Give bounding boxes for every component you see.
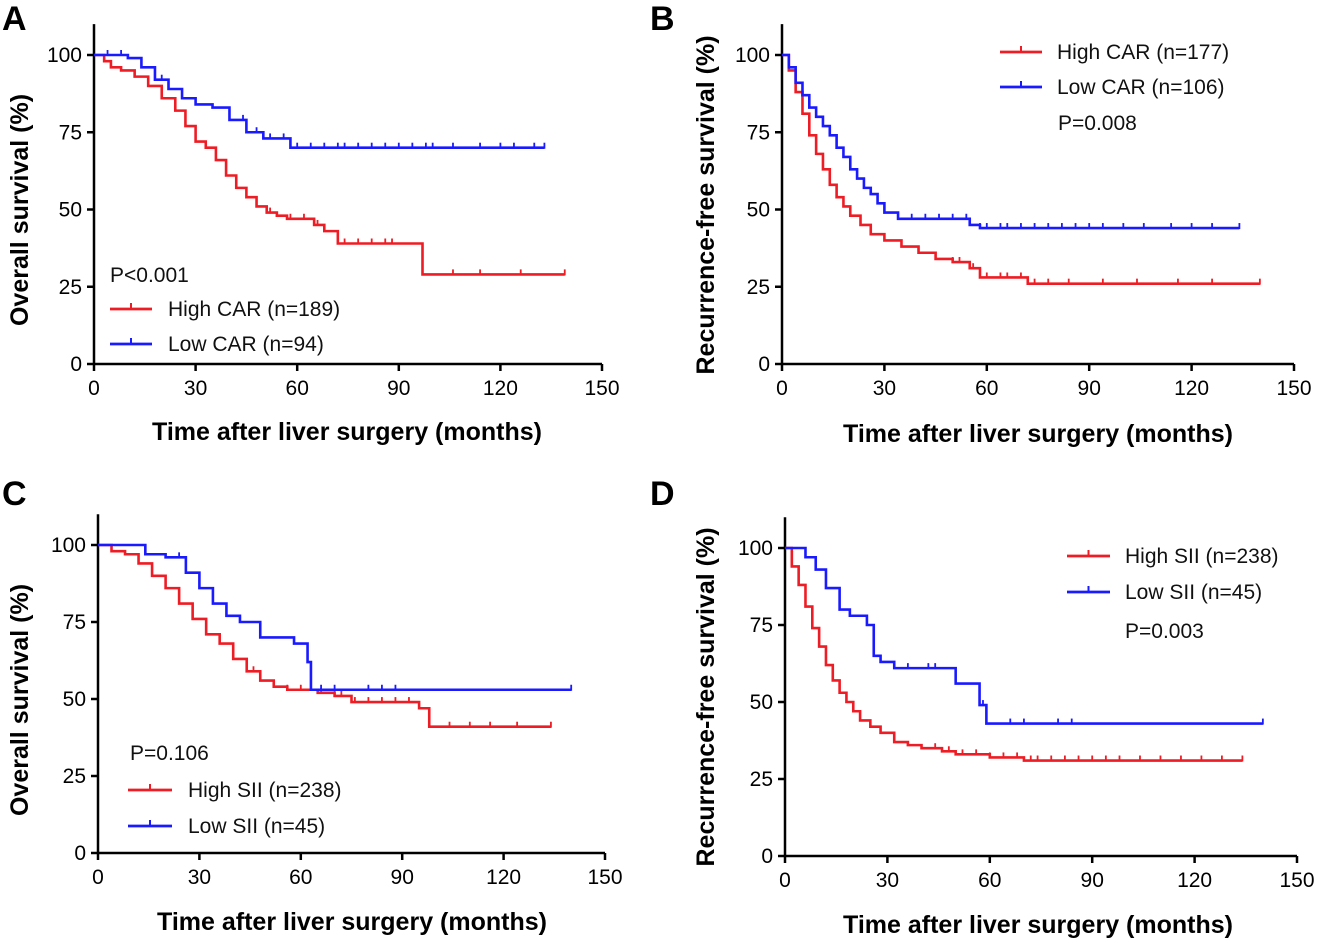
panel-b: B Recurrence-free survival (%) Time afte… bbox=[650, 0, 1312, 448]
panel-d: D Recurrence-free survival (%) Time afte… bbox=[650, 475, 1315, 939]
p-value-c: P=0.106 bbox=[130, 742, 209, 765]
y-axis-title-b: Recurrence-free survival (%) bbox=[692, 35, 720, 374]
survival-curve-high-b bbox=[782, 53, 1260, 285]
y-tick-label-c: 50 bbox=[63, 688, 86, 711]
x-tick-label-c: 120 bbox=[486, 866, 521, 889]
y-tick-label-b: 0 bbox=[758, 353, 770, 376]
y-tick-label-a: 50 bbox=[59, 199, 82, 222]
y-tick-label-a: 0 bbox=[70, 353, 82, 376]
y-tick-label-c: 75 bbox=[63, 611, 86, 634]
survival-curve-high-a bbox=[94, 53, 565, 276]
legend-label-low-b: Low CAR (n=106) bbox=[1057, 76, 1225, 99]
y-tick-label-b: 50 bbox=[747, 199, 770, 222]
survival-curve-low-d bbox=[785, 546, 1263, 725]
y-tick-label-b: 100 bbox=[735, 44, 770, 67]
panel-letter-a: A bbox=[2, 0, 27, 38]
survival-curve-high-d bbox=[785, 546, 1243, 762]
legend-label-high-c: High SII (n=238) bbox=[188, 779, 342, 802]
y-axis-title-a: Overall survival (%) bbox=[6, 94, 34, 326]
x-tick-label-b: 150 bbox=[1276, 377, 1311, 400]
legend-label-low-a: Low CAR (n=94) bbox=[168, 333, 324, 356]
x-tick-label-a: 0 bbox=[88, 377, 100, 400]
x-tick-label-a: 120 bbox=[483, 377, 518, 400]
x-tick-label-d: 60 bbox=[978, 869, 1001, 892]
x-tick-label-a: 150 bbox=[584, 377, 619, 400]
y-tick-label-d: 0 bbox=[761, 845, 773, 868]
legend-label-low-c: Low SII (n=45) bbox=[188, 815, 325, 838]
x-tick-label-b: 30 bbox=[873, 377, 896, 400]
legend-label-high-a: High CAR (n=189) bbox=[168, 298, 340, 321]
x-tick-label-d: 120 bbox=[1177, 869, 1212, 892]
y-tick-label-d: 75 bbox=[750, 614, 773, 637]
y-tick-label-a: 25 bbox=[59, 276, 82, 299]
y-tick-label-d: 50 bbox=[750, 691, 773, 714]
x-tick-label-a: 30 bbox=[184, 377, 207, 400]
y-tick-label-a: 75 bbox=[59, 121, 82, 144]
x-tick-label-d: 150 bbox=[1279, 869, 1314, 892]
x-tick-label-a: 90 bbox=[387, 377, 410, 400]
x-tick-label-c: 30 bbox=[188, 866, 211, 889]
x-tick-label-b: 60 bbox=[975, 377, 998, 400]
y-tick-label-c: 0 bbox=[74, 842, 86, 865]
panel-c: C Overall survival (%) Time after liver … bbox=[2, 475, 623, 936]
legend-label-low-d: Low SII (n=45) bbox=[1125, 581, 1262, 604]
survival-curve-low-c bbox=[98, 543, 572, 692]
x-tick-label-c: 60 bbox=[289, 866, 312, 889]
panel-letter-c: C bbox=[2, 475, 27, 513]
x-tick-label-a: 60 bbox=[286, 377, 309, 400]
y-axis-title-d: Recurrence-free survival (%) bbox=[692, 527, 720, 866]
x-axis-title-a: Time after liver surgery (months) bbox=[152, 418, 542, 446]
x-tick-label-b: 0 bbox=[776, 377, 788, 400]
y-tick-label-d: 100 bbox=[738, 537, 773, 560]
x-tick-label-b: 120 bbox=[1174, 377, 1209, 400]
x-axis-title-d: Time after liver surgery (months) bbox=[843, 911, 1233, 939]
survival-curve-low-b bbox=[782, 53, 1240, 230]
panel-a: A Overall survival (%) Time after liver … bbox=[2, 0, 620, 446]
p-value-d: P=0.003 bbox=[1125, 620, 1204, 643]
y-tick-label-c: 25 bbox=[63, 765, 86, 788]
y-tick-label-b: 75 bbox=[747, 121, 770, 144]
x-axis-title-b: Time after liver surgery (months) bbox=[843, 420, 1233, 448]
x-tick-label-c: 0 bbox=[92, 866, 104, 889]
x-tick-label-b: 90 bbox=[1078, 377, 1101, 400]
p-value-a: P<0.001 bbox=[110, 264, 189, 287]
y-tick-label-a: 100 bbox=[47, 44, 82, 67]
y-tick-label-d: 25 bbox=[750, 768, 773, 791]
y-axis-title-c: Overall survival (%) bbox=[6, 584, 34, 816]
x-tick-label-d: 0 bbox=[779, 869, 791, 892]
panel-letter-b: B bbox=[650, 0, 675, 38]
x-tick-label-d: 90 bbox=[1081, 869, 1104, 892]
survival-curve-high-c bbox=[98, 543, 551, 729]
p-value-b: P=0.008 bbox=[1058, 112, 1137, 135]
x-axis-title-c: Time after liver surgery (months) bbox=[157, 908, 547, 936]
y-tick-label-b: 25 bbox=[747, 276, 770, 299]
y-tick-label-c: 100 bbox=[51, 534, 86, 557]
x-tick-label-c: 150 bbox=[587, 866, 622, 889]
legend-label-high-b: High CAR (n=177) bbox=[1057, 41, 1229, 64]
legend-label-high-d: High SII (n=238) bbox=[1125, 545, 1279, 568]
survival-curve-low-a bbox=[94, 53, 545, 149]
x-tick-label-d: 30 bbox=[876, 869, 899, 892]
panel-letter-d: D bbox=[650, 475, 675, 513]
x-tick-label-c: 90 bbox=[391, 866, 414, 889]
